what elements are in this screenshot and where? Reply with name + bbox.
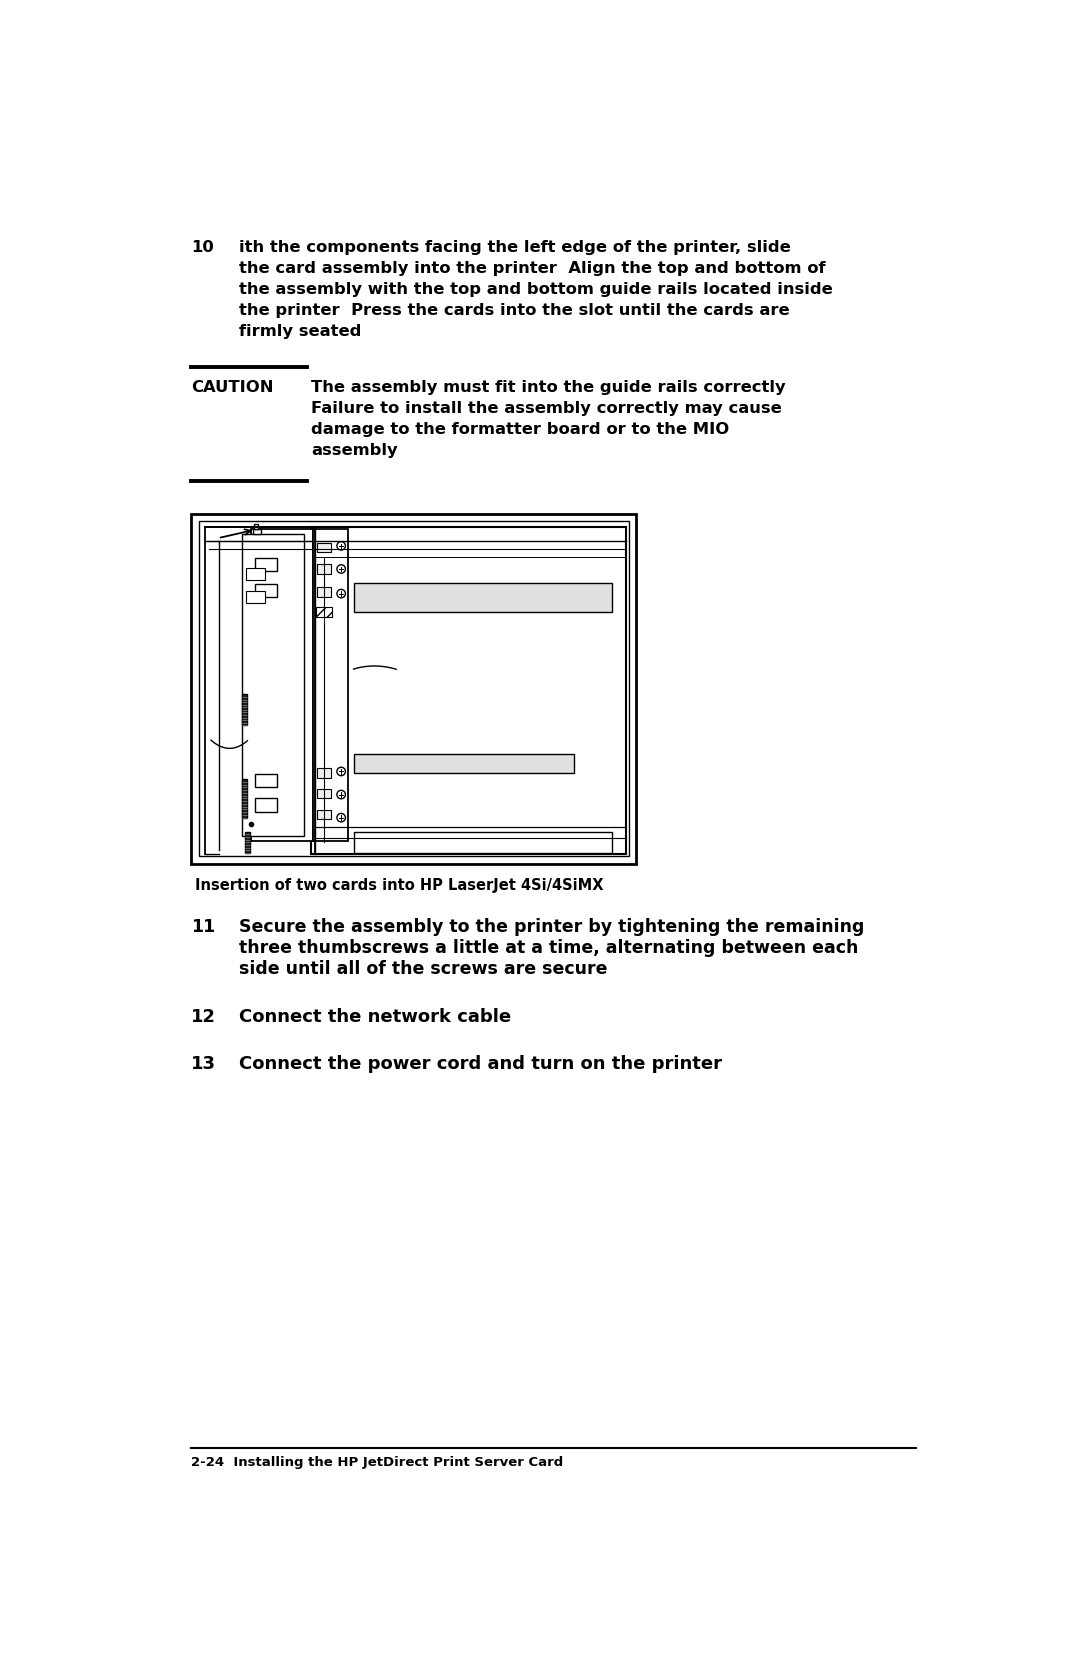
Text: the card assembly into the printer  Align the top and bottom of: the card assembly into the printer Align… — [239, 262, 825, 277]
Text: three thumbscrews a little at a time, alternating between each: three thumbscrews a little at a time, al… — [239, 938, 859, 956]
Circle shape — [337, 813, 346, 821]
Bar — [255, 557, 276, 571]
Bar — [253, 529, 260, 534]
Text: assembly: assembly — [311, 444, 397, 459]
Text: damage to the formatter board or to the MIO: damage to the formatter board or to the … — [311, 422, 729, 437]
Bar — [255, 774, 276, 786]
Bar — [199, 521, 629, 856]
Text: CAUTION: CAUTION — [191, 381, 273, 396]
Text: ith the components facing the left edge of the printer, slide: ith the components facing the left edge … — [239, 240, 791, 255]
Bar — [353, 582, 612, 613]
Bar — [254, 524, 258, 529]
Text: the assembly with the top and bottom guide rails located inside: the assembly with the top and bottom gui… — [239, 282, 833, 297]
Text: the printer  Press the cards into the slot until the cards are: the printer Press the cards into the slo… — [239, 304, 789, 319]
Bar — [318, 768, 332, 778]
Text: 12: 12 — [191, 1008, 216, 1025]
Bar — [318, 587, 332, 598]
Bar — [311, 527, 626, 855]
Circle shape — [337, 768, 346, 776]
Bar — [313, 529, 348, 841]
Text: Secure the assembly to the printer by tightening the remaining: Secure the assembly to the printer by ti… — [239, 918, 864, 936]
Circle shape — [337, 564, 346, 572]
Text: Failure to install the assembly correctly may cause: Failure to install the assembly correctl… — [311, 402, 782, 416]
Bar — [318, 809, 332, 819]
Bar — [353, 754, 573, 773]
Bar — [246, 591, 266, 603]
Bar — [245, 831, 251, 853]
Bar — [255, 584, 276, 598]
Text: 13: 13 — [191, 1055, 216, 1073]
Text: Connect the power cord and turn on the printer: Connect the power cord and turn on the p… — [239, 1055, 721, 1073]
Bar — [252, 529, 313, 841]
Bar — [242, 534, 303, 836]
Circle shape — [337, 589, 346, 598]
Bar — [191, 514, 636, 865]
Text: side until all of the screws are secure: side until all of the screws are secure — [239, 960, 607, 978]
Bar — [255, 798, 276, 811]
Text: 2-24  Installing the HP JetDirect Print Server Card: 2-24 Installing the HP JetDirect Print S… — [191, 1455, 563, 1469]
Bar — [318, 542, 332, 552]
Circle shape — [337, 791, 346, 799]
Text: Connect the network cable: Connect the network cable — [239, 1008, 511, 1025]
Bar — [318, 789, 332, 798]
Text: The assembly must fit into the guide rails correctly: The assembly must fit into the guide rai… — [311, 381, 785, 396]
Bar — [242, 694, 247, 726]
Text: 10: 10 — [191, 240, 214, 255]
Bar — [242, 779, 247, 818]
Circle shape — [337, 542, 346, 551]
Text: 11: 11 — [191, 918, 215, 936]
Text: Insertion of two cards into HP LaserJet 4Si/4SiMX: Insertion of two cards into HP LaserJet … — [194, 878, 603, 893]
Text: firmly seated: firmly seated — [239, 324, 361, 339]
Bar — [353, 831, 612, 853]
Bar — [316, 608, 332, 618]
Bar — [246, 567, 266, 579]
Bar — [318, 564, 332, 574]
